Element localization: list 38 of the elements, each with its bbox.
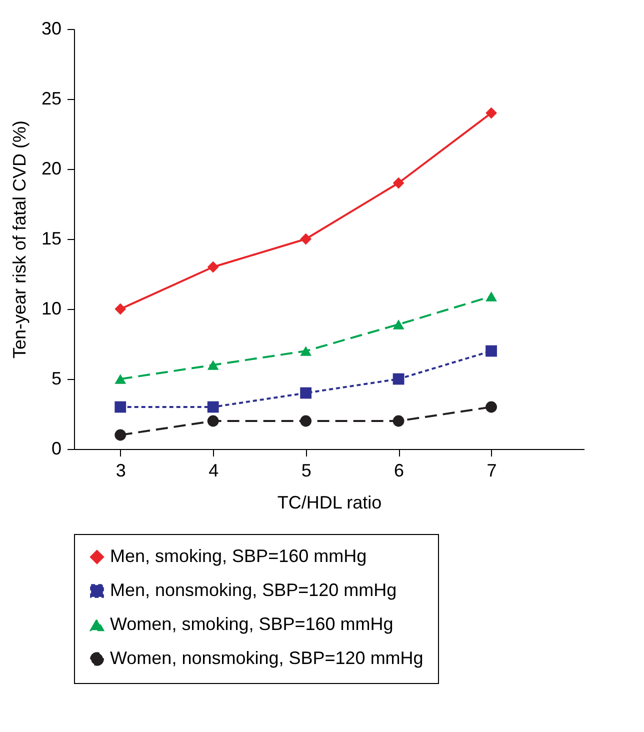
point <box>114 303 126 315</box>
point <box>300 387 312 399</box>
x-axis-title: TC/HDL ratio <box>277 492 382 512</box>
point <box>300 346 312 356</box>
point <box>486 345 497 357</box>
point <box>300 415 312 427</box>
point <box>114 429 126 441</box>
y-tick-label: 5 <box>51 368 62 388</box>
y-tick-label: 20 <box>41 158 62 178</box>
point <box>486 291 497 302</box>
y-tick-label: 30 <box>41 18 62 38</box>
point <box>300 233 312 245</box>
y-tick-label: 15 <box>41 228 62 248</box>
legend-label: Women, smoking, SBP=160 mmHg <box>110 614 394 634</box>
y-tick-label: 10 <box>41 298 62 318</box>
point <box>392 177 404 189</box>
point <box>392 319 404 330</box>
legend-label: Men, nonsmoking, SBP=120 mmHg <box>110 580 397 600</box>
point <box>114 401 126 413</box>
point <box>207 261 219 273</box>
y-tick-label: 0 <box>51 438 62 458</box>
point <box>114 374 126 384</box>
x-tick-label: 4 <box>208 460 219 480</box>
x-tick-label: 6 <box>394 460 404 480</box>
y-axis-title: Ten-year risk of fatal CVD (%) <box>9 120 30 359</box>
x-tick-label: 3 <box>116 460 126 480</box>
y-tick-label: 25 <box>41 88 62 108</box>
x-tick-label: 5 <box>301 460 312 480</box>
legend-label: Men, smoking, SBP=160 mmHg <box>110 546 367 566</box>
point <box>207 415 219 427</box>
legend-label: Women, nonsmoking, SBP=120 mmHg <box>110 648 424 668</box>
point <box>486 401 497 413</box>
x-tick-label: 7 <box>486 460 497 480</box>
point <box>486 107 497 119</box>
point <box>207 401 219 413</box>
point <box>392 415 404 427</box>
point <box>207 360 219 370</box>
point <box>392 373 404 385</box>
